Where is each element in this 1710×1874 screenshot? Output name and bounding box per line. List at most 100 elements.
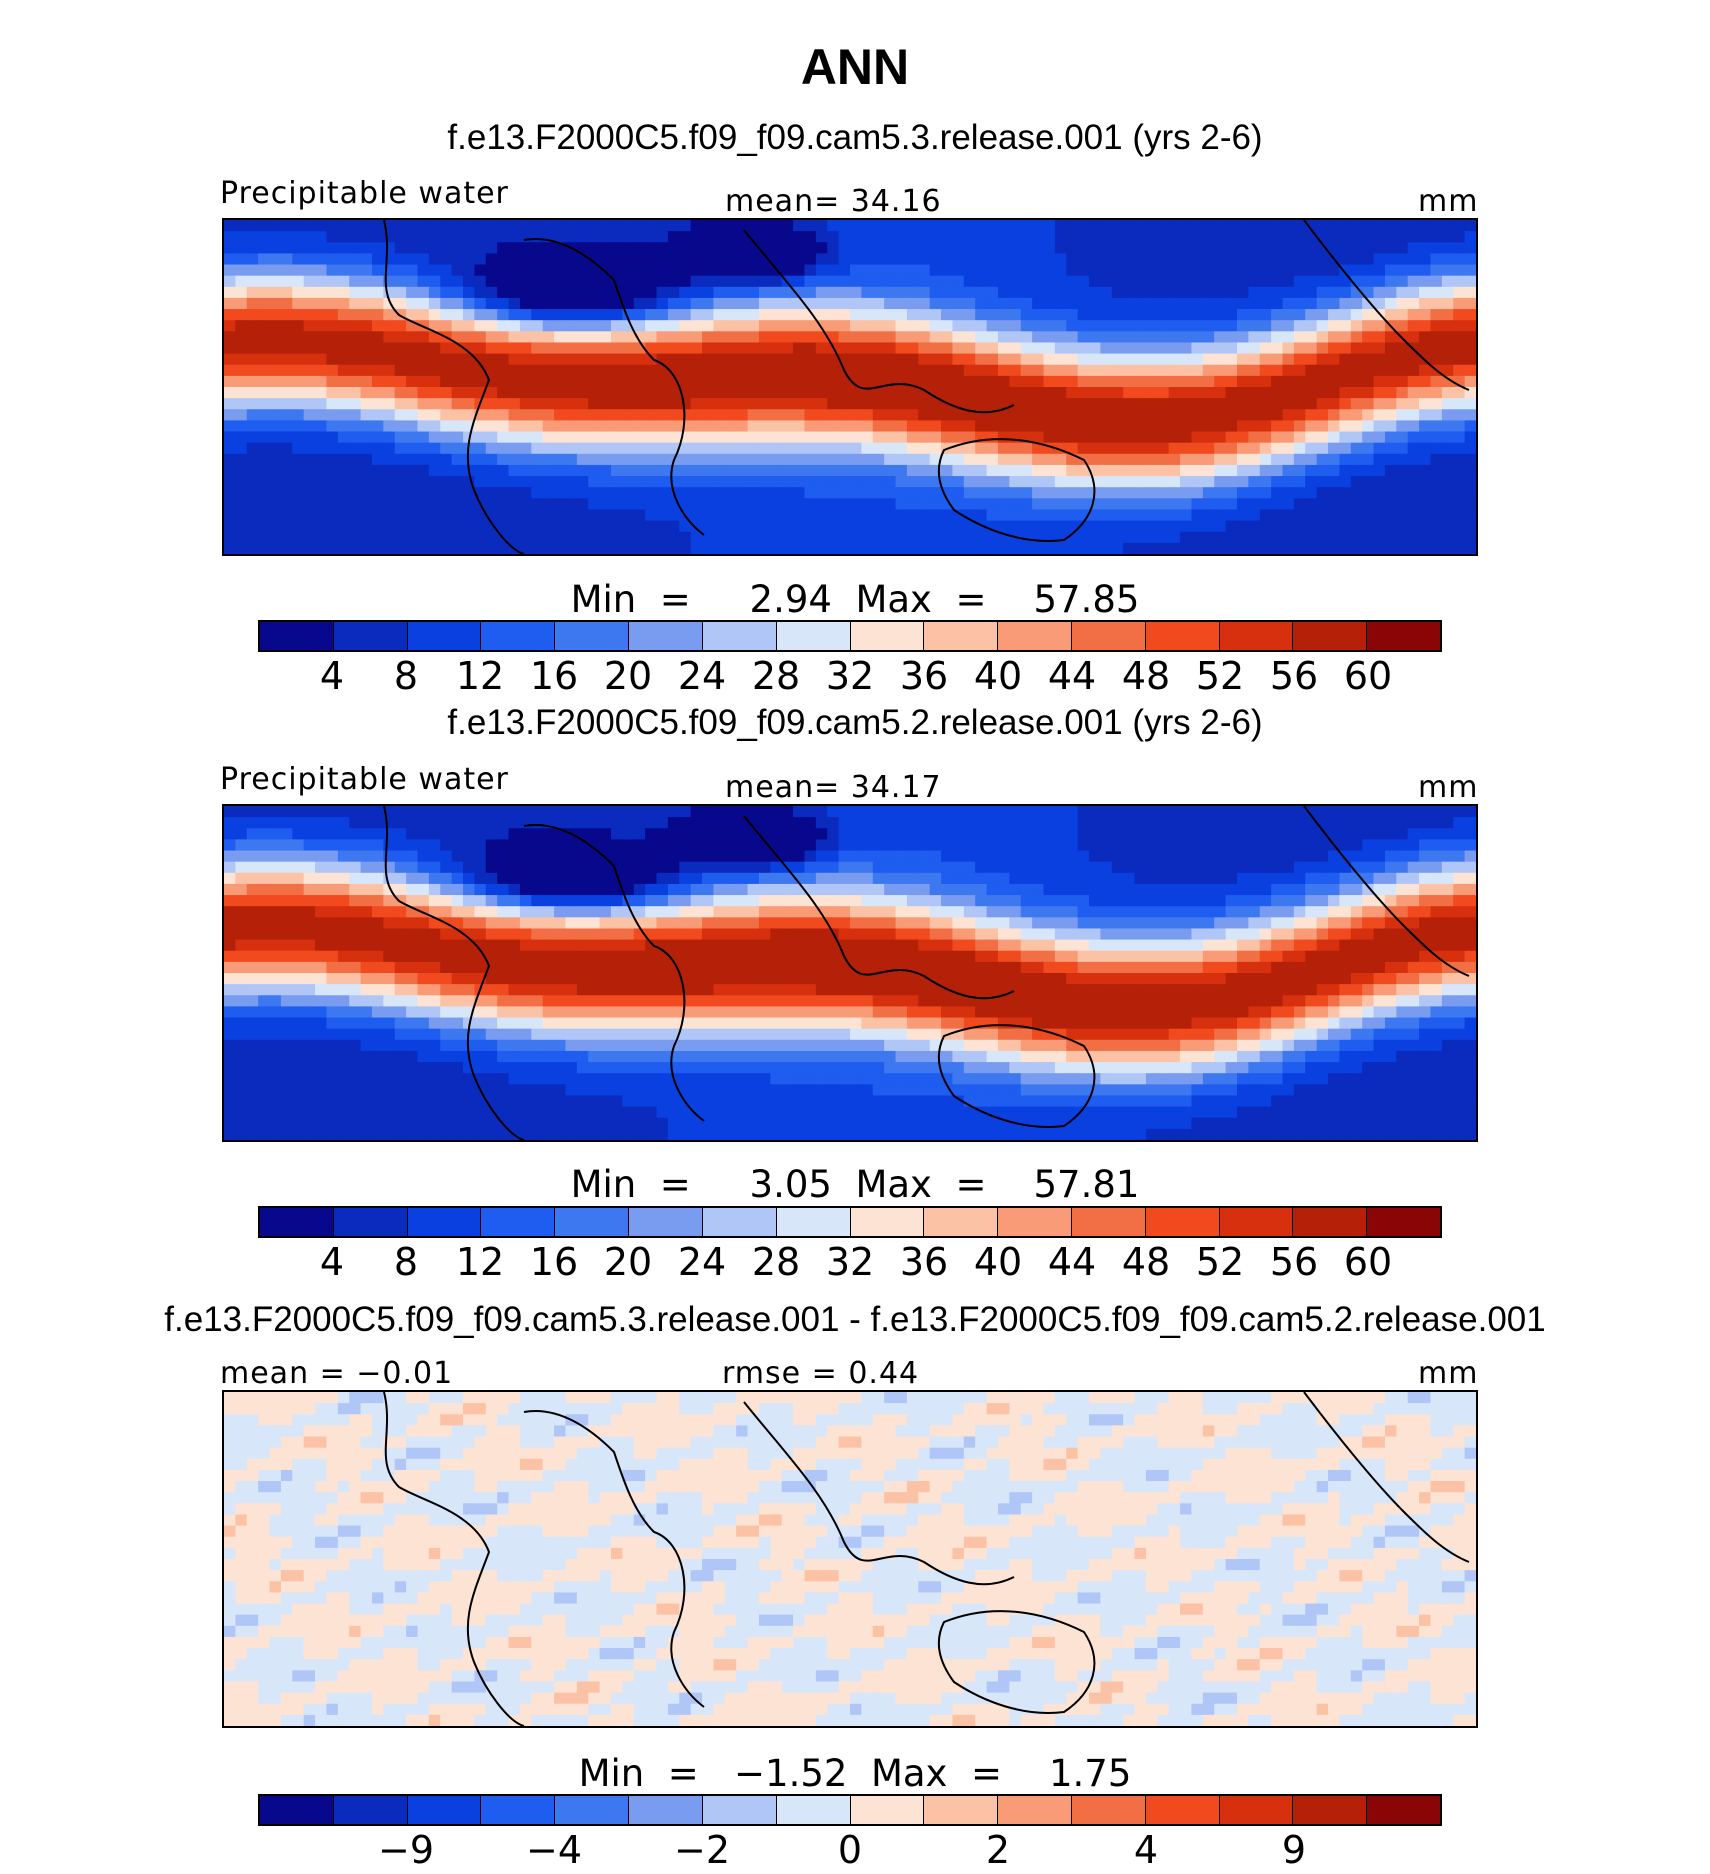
field-cell [929, 509, 942, 522]
field-cell [337, 220, 350, 232]
field-cell [610, 398, 623, 410]
field-cell [1362, 242, 1375, 254]
field-cell [986, 275, 999, 288]
field-cell [1180, 231, 1193, 243]
field-cell [1066, 353, 1079, 366]
field-cell [1282, 928, 1295, 941]
field-cell [1066, 342, 1079, 355]
field-cell [1316, 364, 1329, 377]
field-cell [337, 398, 350, 410]
field-cell [337, 286, 350, 299]
field-cell [622, 939, 635, 952]
field-cell [872, 906, 885, 918]
field-cell [303, 409, 316, 421]
field-cell [986, 387, 999, 399]
field-cell [645, 364, 658, 377]
field-cell [1134, 309, 1147, 321]
field-cell [827, 409, 840, 421]
field-cell [941, 464, 954, 477]
field-cell [906, 253, 919, 266]
field-cell [1134, 220, 1147, 232]
field-cell [850, 353, 862, 366]
field-cell [417, 950, 430, 963]
field-cell [758, 320, 771, 332]
field-cell [292, 453, 305, 466]
field-cell [1157, 231, 1170, 243]
field-cell [975, 806, 988, 818]
field-cell [1168, 883, 1181, 896]
field-cell [1430, 431, 1443, 444]
field-cell [565, 464, 578, 477]
field-cell [1407, 917, 1420, 930]
field-cell [815, 828, 828, 840]
field-cell [667, 264, 680, 277]
field-cell [588, 420, 601, 433]
field-cell [588, 542, 601, 554]
panel1-field-svg [224, 220, 1476, 554]
field-cell [667, 531, 680, 544]
field-cell [417, 531, 430, 544]
field-cell [1339, 375, 1352, 388]
field-cell [1407, 520, 1420, 533]
field-cell [872, 950, 885, 963]
field-cell [1362, 817, 1375, 829]
field-cell [451, 828, 464, 840]
field-cell [1453, 331, 1466, 344]
field-cell [485, 331, 498, 344]
field-cell [690, 297, 703, 310]
field-cell [1384, 928, 1397, 941]
field-cell [1396, 253, 1409, 266]
field-cell [1271, 895, 1284, 907]
field-cell [1100, 520, 1113, 533]
field-cell [1020, 928, 1033, 941]
field-cell [1089, 253, 1101, 266]
field-cell [303, 253, 316, 266]
field-cell [1328, 531, 1341, 544]
field-cell [850, 331, 862, 344]
field-cell [770, 828, 783, 840]
field-cell [519, 850, 532, 863]
field-cell [975, 320, 988, 332]
field-cell [1305, 442, 1318, 455]
field-cell [884, 839, 897, 852]
field-cell [1328, 961, 1341, 974]
field-cell [519, 883, 532, 896]
field-cell [884, 453, 897, 466]
field-cell [1328, 398, 1341, 410]
field-cell [474, 861, 487, 874]
field-cell [1350, 817, 1363, 829]
field-cell [371, 264, 384, 277]
field-cell [793, 850, 806, 863]
field-cell [1134, 442, 1147, 455]
field-cell [1236, 387, 1249, 399]
field-cell [588, 264, 601, 277]
field-cell [690, 531, 703, 544]
field-cell [815, 839, 828, 852]
field-cell [1248, 420, 1261, 433]
field-cell [1362, 253, 1375, 266]
field-cell [747, 297, 760, 310]
field-cell [258, 961, 271, 974]
field-cell [1362, 353, 1375, 366]
field-cell [1396, 387, 1409, 399]
field-cell [633, 487, 646, 499]
field-cell [1259, 342, 1272, 355]
field-cell [451, 917, 464, 930]
field-cell [1089, 872, 1101, 885]
field-cell [565, 342, 578, 355]
field-cell [645, 442, 658, 455]
field-cell [884, 498, 897, 511]
field-cell [1282, 487, 1295, 499]
field-cell [804, 242, 817, 254]
field-cell [1089, 850, 1101, 863]
field-cell [884, 939, 897, 952]
field-cell [872, 375, 885, 388]
field-cell [724, 398, 737, 410]
field-cell [1168, 498, 1181, 511]
field-cell [952, 387, 965, 399]
field-cell [906, 817, 919, 829]
field-cell [1123, 828, 1136, 840]
field-cell [1043, 353, 1056, 366]
field-cell [724, 264, 737, 277]
field-cell [565, 950, 578, 963]
